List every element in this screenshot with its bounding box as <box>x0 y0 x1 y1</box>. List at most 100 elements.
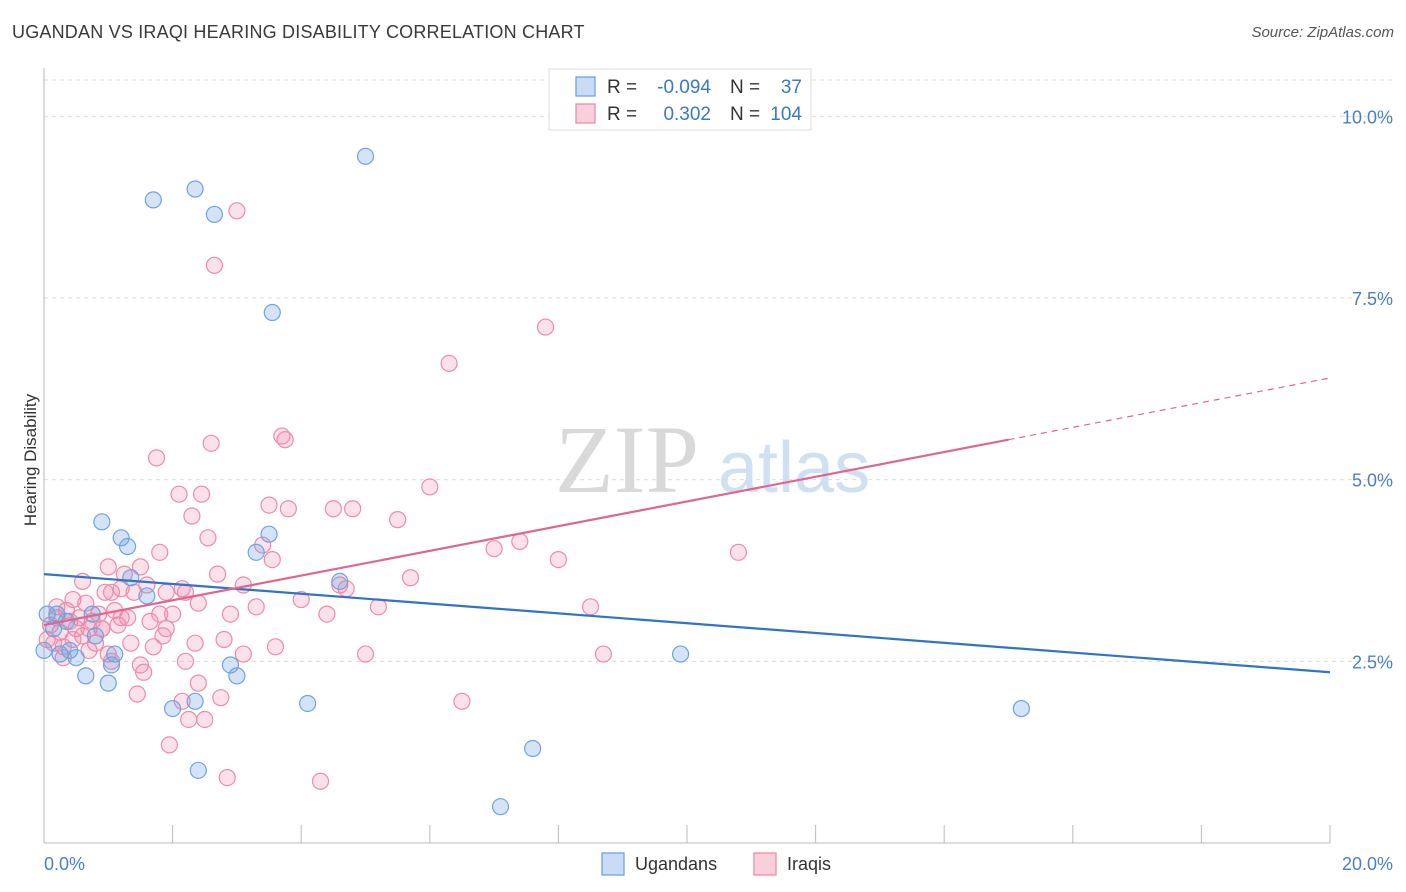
legend-n-label-2: N = <box>730 104 760 125</box>
y-axis-label: Hearing Disability <box>21 393 40 526</box>
axes <box>43 68 1331 844</box>
point-ugandans <box>263 303 281 322</box>
point-iraqis <box>189 674 207 692</box>
point-ugandans <box>221 656 240 674</box>
point-iraqis <box>180 710 198 729</box>
point-iraqis <box>147 449 166 467</box>
point-iraqis <box>594 645 613 663</box>
x-tick-label-1: 20.0% <box>1342 854 1393 874</box>
point-iraqis <box>511 532 529 551</box>
point-iraqis <box>131 656 150 674</box>
chart-source: Source: ZipAtlas.com <box>1251 24 1394 41</box>
point-ugandans <box>299 694 317 713</box>
point-iraqis <box>151 605 169 623</box>
point-ugandans <box>138 587 156 605</box>
y-tick-label-2: 7.5% <box>1352 289 1393 309</box>
point-iraqis <box>453 692 471 710</box>
point-iraqis <box>389 511 407 529</box>
point-iraqis <box>125 583 143 601</box>
point-iraqis <box>311 772 330 790</box>
point-iraqis <box>212 689 230 707</box>
point-ugandans <box>38 605 56 623</box>
point-iraqis <box>102 583 121 601</box>
bottom-legend-swatch-iraqis <box>753 852 777 876</box>
watermark-zip: ZIP <box>555 406 699 513</box>
point-iraqis <box>344 500 362 518</box>
point-ugandans <box>77 667 95 685</box>
y-tick-labels: 2.5% 5.0% 7.5% 10.0% <box>1342 107 1393 672</box>
point-iraqis <box>157 620 175 638</box>
point-iraqis <box>144 638 162 656</box>
point-iraqis <box>176 652 195 670</box>
y-tick-label-1: 5.0% <box>1352 471 1393 491</box>
point-iraqis <box>279 500 297 518</box>
legend-n-value-2: 104 <box>770 104 802 125</box>
trend-extension-iraqis <box>1008 377 1331 441</box>
point-iraqis <box>199 529 217 547</box>
point-ugandans <box>51 645 69 663</box>
point-iraqis <box>369 598 387 616</box>
point-iraqis <box>160 736 178 754</box>
legend-r-label-1: R = <box>607 77 637 98</box>
x-tick-label-0: 0.0% <box>44 854 85 874</box>
point-iraqis <box>131 558 150 576</box>
legend-n-value-1: 37 <box>781 77 802 98</box>
point-ugandans <box>99 674 117 692</box>
chart-title: UGANDAN VS IRAQI HEARING DISABILITY CORR… <box>12 22 585 42</box>
point-iraqis <box>77 594 95 612</box>
point-iraqis <box>729 543 748 561</box>
y-tick-label-3: 10.0% <box>1342 107 1393 127</box>
point-iraqis <box>164 605 182 623</box>
point-iraqis <box>549 550 568 569</box>
bottom-legend-swatch-ugandans <box>601 852 625 876</box>
point-ugandans <box>356 147 375 165</box>
point-ugandans <box>102 656 121 674</box>
point-iraqis <box>151 543 169 561</box>
legend-swatch-iraqis <box>575 103 596 124</box>
point-ugandans <box>67 649 85 667</box>
watermark-atlas: atlas <box>718 428 870 508</box>
point-ugandans <box>93 513 111 531</box>
point-ugandans <box>186 692 204 710</box>
point-ugandans <box>186 180 204 198</box>
point-iraqis <box>205 256 223 274</box>
point-iraqis <box>401 569 420 587</box>
trend-lines <box>43 377 1331 674</box>
trend-line-ugandans <box>43 573 1331 674</box>
bottom-legend-label-iraqis: Iraqis <box>787 854 831 874</box>
point-ugandans <box>189 761 207 779</box>
point-ugandans <box>118 537 137 556</box>
point-iraqis <box>218 768 236 787</box>
point-iraqis <box>170 485 188 503</box>
point-ugandans <box>144 191 162 209</box>
bottom-legend-label-ugandans: Ugandans <box>635 854 717 874</box>
point-ugandans <box>86 627 105 645</box>
legend-n-label-1: N = <box>730 77 760 98</box>
point-iraqis <box>276 431 294 449</box>
point-ugandans <box>112 529 130 547</box>
point-iraqis <box>247 598 265 616</box>
point-iraqis <box>221 605 240 623</box>
point-ugandans <box>122 569 140 587</box>
point-ugandans <box>524 739 542 758</box>
gridlines <box>44 79 1392 662</box>
watermark: ZIP atlas <box>555 406 870 513</box>
point-iraqis <box>64 630 82 649</box>
point-iraqis <box>581 598 600 616</box>
point-iraqis <box>86 634 105 652</box>
x-tick-labels: 0.0% 20.0% <box>44 854 1393 874</box>
point-iraqis <box>122 634 140 652</box>
point-iraqis <box>157 583 175 601</box>
point-iraqis <box>263 550 281 569</box>
point-iraqis <box>128 685 146 703</box>
point-iraqis <box>209 565 227 583</box>
point-iraqis <box>485 540 503 558</box>
point-iraqis <box>189 594 207 612</box>
legend-box: R = -0.094 N = 37 R = 0.302 N = 104 <box>548 68 812 131</box>
trend-line-iraqis <box>43 438 1009 627</box>
point-iraqis <box>234 645 252 663</box>
point-iraqis <box>183 507 201 525</box>
point-ugandans <box>260 525 278 543</box>
bottom-legend: Ugandans Iraqis <box>601 852 831 876</box>
point-iraqis <box>260 496 278 514</box>
